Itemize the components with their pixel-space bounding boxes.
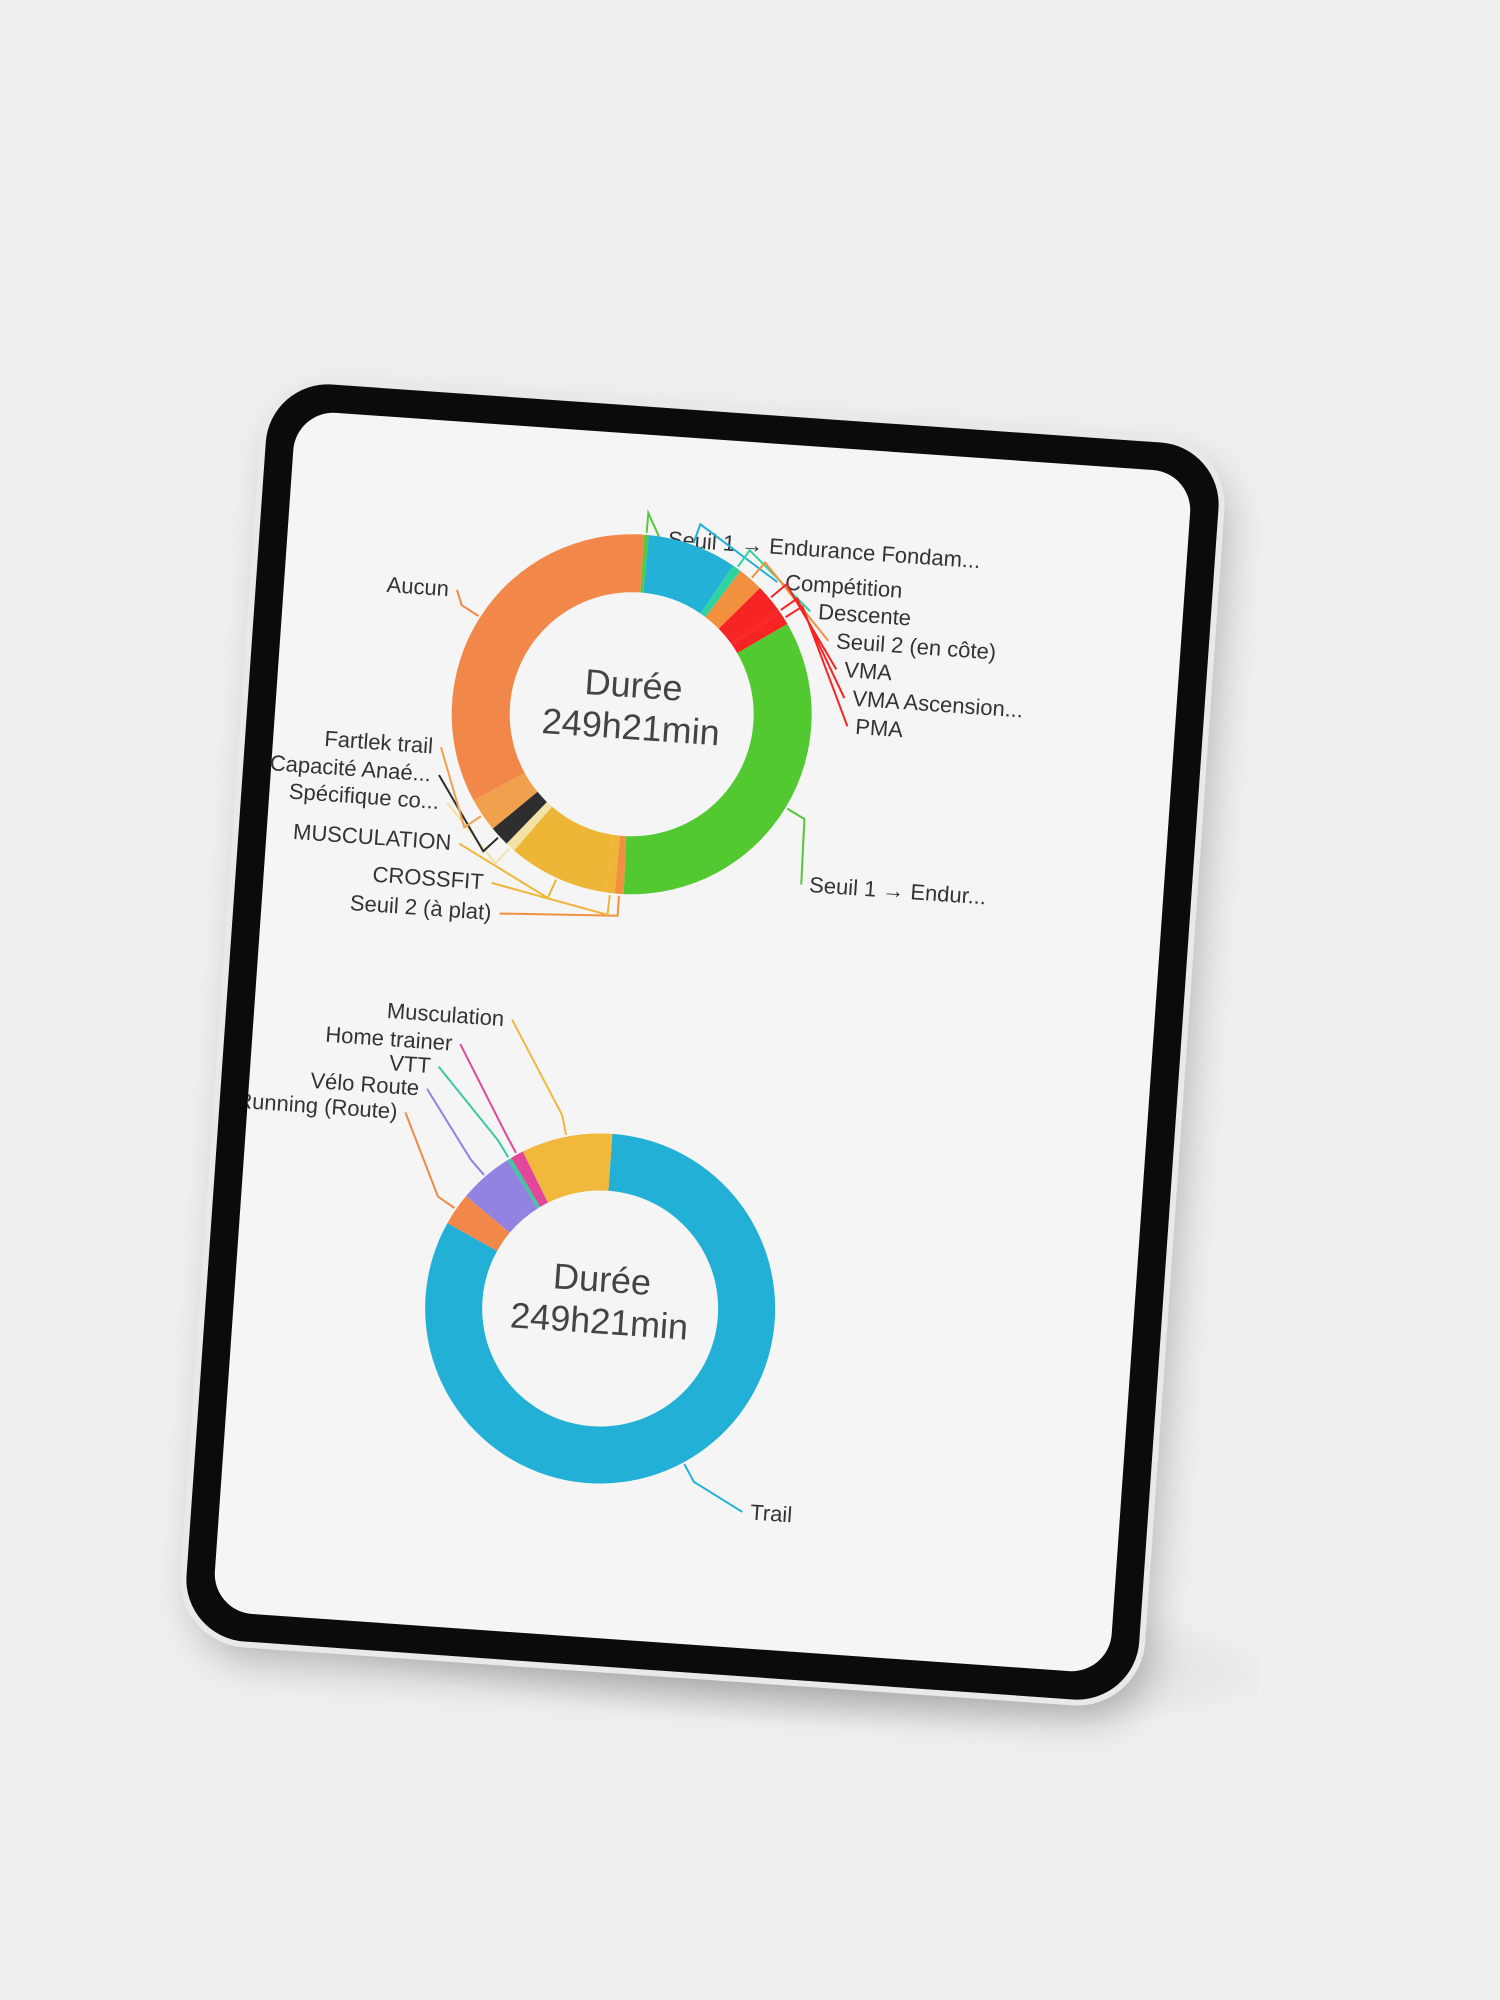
- donut-0-connector-5: [780, 597, 846, 699]
- donut-0-slice-7[interactable]: [622, 614, 818, 906]
- donut-1-connector-5: [511, 1019, 568, 1136]
- donut-0-slice-9[interactable]: [605, 834, 621, 894]
- donut-0-slice-11[interactable]: [506, 799, 552, 853]
- donut-0-label-14: Aucun: [386, 572, 450, 601]
- donut-chart-sessions: Seuil 1 → Endurance Fondam...Compétition…: [269, 509, 1024, 925]
- donut-0-slice-6[interactable]: [732, 609, 788, 656]
- donut-0-connector-12: [438, 774, 499, 853]
- donut-0-center-title: Durée: [583, 661, 684, 709]
- donut-1-slice-2[interactable]: [464, 1157, 541, 1234]
- donut-0-connector-9: [491, 881, 611, 917]
- donut-0-slice-4[interactable]: [718, 585, 780, 646]
- donut-1-connector-3: [437, 1066, 510, 1158]
- donut-0-slice-3[interactable]: [705, 569, 761, 632]
- donut-0-slice-5[interactable]: [731, 607, 781, 649]
- donut-1-slice-0[interactable]: [413, 1122, 787, 1496]
- donut-0-connector-8: [499, 895, 620, 917]
- donut-0-label-7: Seuil 1 → Endur...: [808, 872, 987, 909]
- donut-0-label-10: MUSCULATION: [292, 819, 452, 855]
- donut-0-center-value: 249h21min: [541, 700, 722, 753]
- donut-1-slice-5[interactable]: [519, 1128, 613, 1207]
- donut-0-label-4: VMA: [843, 657, 893, 685]
- charts-canvas: Seuil 1 → Endurance Fondam...Compétition…: [236, 509, 1024, 1528]
- donut-0-slice-12[interactable]: [492, 789, 548, 846]
- donut-0-connector-14: [455, 589, 480, 617]
- tablet-frame: Seuil 1 → Endurance Fondam... Compétition…: [182, 380, 1223, 1704]
- donut-0-slice-2[interactable]: [700, 564, 741, 620]
- donut-1-center-title: Durée: [552, 1255, 653, 1303]
- donut-0-connector-1: [692, 522, 778, 583]
- donut-1-slice-3[interactable]: [504, 1157, 543, 1209]
- donut-1-connector-1: [404, 1112, 456, 1209]
- donut-0-label-9: CROSSFIT: [372, 862, 485, 895]
- donut-0-label-2: Descente: [817, 599, 911, 630]
- donut-1-slice-4[interactable]: [508, 1151, 552, 1208]
- donut-1-label-4: Home trainer: [325, 1022, 454, 1056]
- donut-1-connector-0: [683, 1463, 743, 1513]
- donut-1-label-0: Trail: [749, 1500, 793, 1528]
- donut-0-slice-0[interactable]: [640, 534, 649, 593]
- donut-0-connector-7: [786, 807, 806, 885]
- donut-1-connector-2: [426, 1088, 485, 1176]
- donut-0-label-6: PMA: [855, 714, 905, 742]
- donut-1-label-5: Musculation: [386, 998, 505, 1031]
- donut-1-center-value: 249h21min: [509, 1294, 690, 1347]
- tablet-screen: Seuil 1 → Endurance Fondam... Compétition…: [212, 410, 1193, 1674]
- donut-0-connector-3: [751, 561, 830, 642]
- donut-0-label-13: Fartlek trail: [324, 726, 434, 759]
- donut-1-label-3: VTT: [388, 1050, 431, 1078]
- donut-0-connector-6: [785, 604, 849, 727]
- donut-1-connector-4: [459, 1043, 517, 1154]
- donut-0-label-1: Compétition: [784, 570, 903, 603]
- donut-0-connector-13: [439, 746, 482, 829]
- donut-0-slice-14[interactable]: [445, 522, 645, 811]
- donut-0-slice-1[interactable]: [642, 535, 735, 616]
- donut-0-slice-13[interactable]: [472, 769, 539, 831]
- donut-0-connector-4: [770, 582, 838, 670]
- donut-0-connector-0: [645, 509, 661, 540]
- donut-1-slice-1[interactable]: [446, 1195, 512, 1252]
- donut-0-slice-10[interactable]: [512, 804, 616, 893]
- donut-0-connector-10: [458, 842, 557, 900]
- donut-0-label-8: Seuil 2 (à plat): [349, 890, 492, 925]
- donut-0-slice-8[interactable]: [614, 835, 628, 895]
